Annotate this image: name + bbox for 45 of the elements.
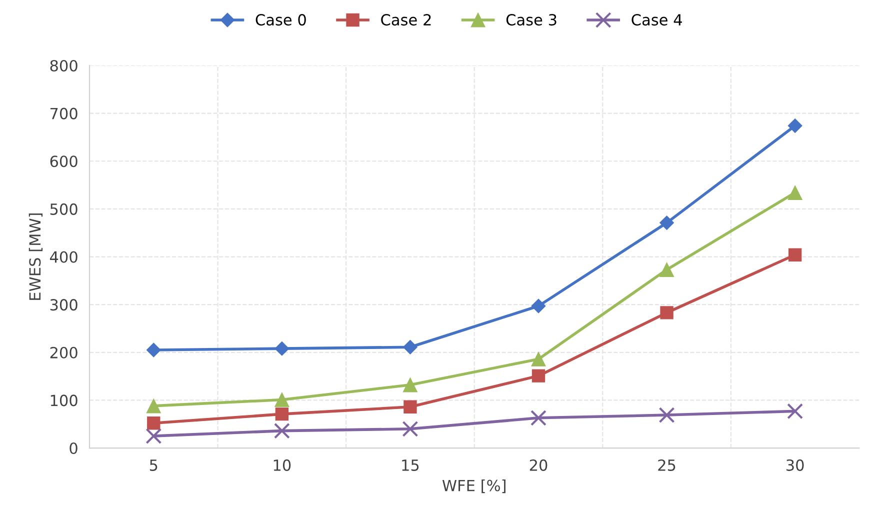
point	[788, 248, 802, 262]
x-tick-label: 20	[530, 459, 548, 471]
x-axis-title: WFE [%]	[442, 479, 506, 494]
point	[146, 398, 161, 414]
point	[275, 407, 289, 421]
point	[788, 118, 802, 133]
point	[404, 400, 417, 414]
y-tick-label: 300	[50, 299, 78, 311]
point	[147, 416, 160, 430]
y-tick-label: 400	[50, 251, 78, 263]
point	[660, 306, 674, 320]
x-tick-label: 10	[274, 459, 291, 471]
point	[787, 403, 804, 420]
y-tick-label: 0	[70, 442, 78, 454]
point	[531, 298, 546, 314]
x-tick-label: 25	[658, 459, 676, 471]
point	[402, 420, 418, 437]
x-tick-label: 5	[150, 460, 158, 471]
point	[274, 392, 290, 408]
point	[274, 341, 290, 356]
y-tick-label: 500	[50, 203, 78, 215]
x-tick-label: 15	[402, 460, 419, 471]
y-tick-label: 200	[50, 346, 78, 358]
point	[402, 378, 418, 392]
point	[788, 185, 802, 200]
point	[530, 410, 546, 426]
y-tick-label: 100	[50, 394, 78, 406]
point	[531, 352, 546, 366]
point	[532, 369, 546, 382]
point	[146, 428, 162, 444]
point	[274, 422, 290, 439]
y-tick-label: 700	[50, 108, 78, 120]
point	[659, 262, 674, 277]
point	[146, 342, 161, 358]
point	[658, 407, 675, 424]
legend-label: Case 2	[381, 14, 431, 26]
y-tick-label: 600	[50, 156, 78, 168]
x-tick-label: 30	[786, 459, 804, 471]
legend-label: Case 0	[256, 14, 306, 26]
legend-label: Case 4	[632, 14, 682, 26]
y-tick-label: 800	[50, 60, 78, 72]
y-axis-title: EWES [MW]	[28, 213, 43, 300]
point	[402, 340, 418, 354]
point	[660, 216, 674, 230]
legend-label: Case 3	[506, 14, 556, 26]
